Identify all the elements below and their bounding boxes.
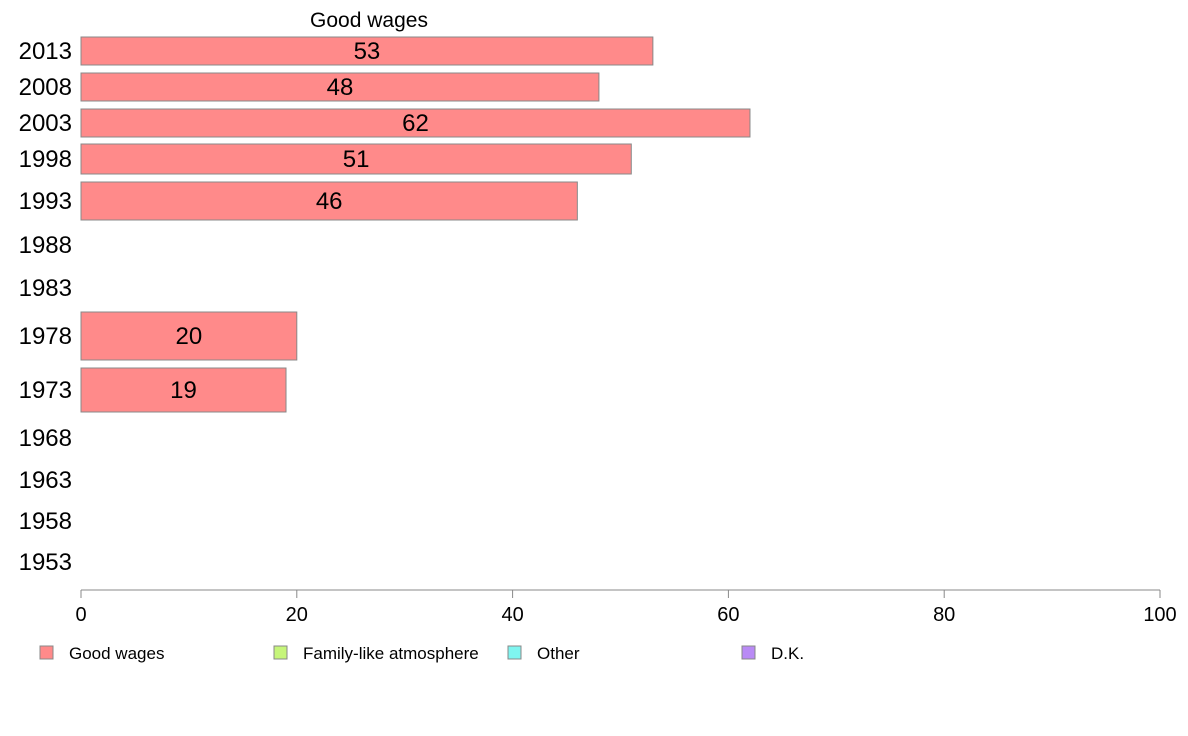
legend-label-0: Good wages [69,644,164,663]
legend-label-1: Family-like atmosphere [303,644,479,663]
category-label-1993: 1993 [19,188,72,215]
bar-1998 [80,143,632,175]
bar-value-label-1998: 51 [343,146,370,173]
bar-value-label-1978: 20 [176,323,203,350]
bar-1973 [80,367,287,413]
bar-2003 [80,108,751,138]
legend: Good wages Family-like atmosphere Other D.K… [39,644,804,663]
bar-1993 [80,181,578,221]
x-axis: 0 20 40 60 80 100 [75,589,1177,626]
bar-value-label-2008: 48 [327,74,354,101]
category-label-2013: 2013 [19,38,72,65]
category-label-1958: 1958 [19,508,72,535]
category-label-1963: 1963 [19,467,72,494]
category-labels: 2013 2008 2003 1998 1993 1988 1983 1978 1973 1968… [19,38,72,576]
legend-swatch-1 [273,645,288,660]
category-label-1953: 1953 [19,549,72,576]
legend-label-2: Other [537,644,580,663]
category-label-2003: 2003 [19,110,72,137]
chart-title: Good wages [310,9,428,32]
category-label-1968: 1968 [19,425,72,452]
bar-2008 [80,72,600,102]
category-label-1973: 1973 [19,377,72,404]
category-label-1988: 1988 [19,232,72,259]
x-tick-label-60: 60 [717,604,739,626]
category-label-1983: 1983 [19,275,72,302]
x-tick-label-20: 20 [286,604,308,626]
category-label-1978: 1978 [19,323,72,350]
bar-value-label-1993: 46 [316,188,343,215]
x-tick-label-0: 0 [75,604,86,626]
bar-value-label-2003: 62 [402,110,429,137]
category-label-1998: 1998 [19,146,72,173]
bar-1978 [80,311,298,361]
category-label-2008: 2008 [19,74,72,101]
legend-label-3: D.K. [771,644,804,663]
bar-2013 [80,36,654,66]
x-tick-label-100: 100 [1143,604,1176,626]
x-tick-label-80: 80 [933,604,955,626]
bar-value-label-1973: 19 [170,377,197,404]
legend-swatch-2 [507,645,522,660]
legend-swatch-3 [741,645,756,660]
x-tick-label-40: 40 [501,604,523,626]
bar-value-label-2013: 53 [354,38,381,65]
legend-swatch-0 [39,645,54,660]
